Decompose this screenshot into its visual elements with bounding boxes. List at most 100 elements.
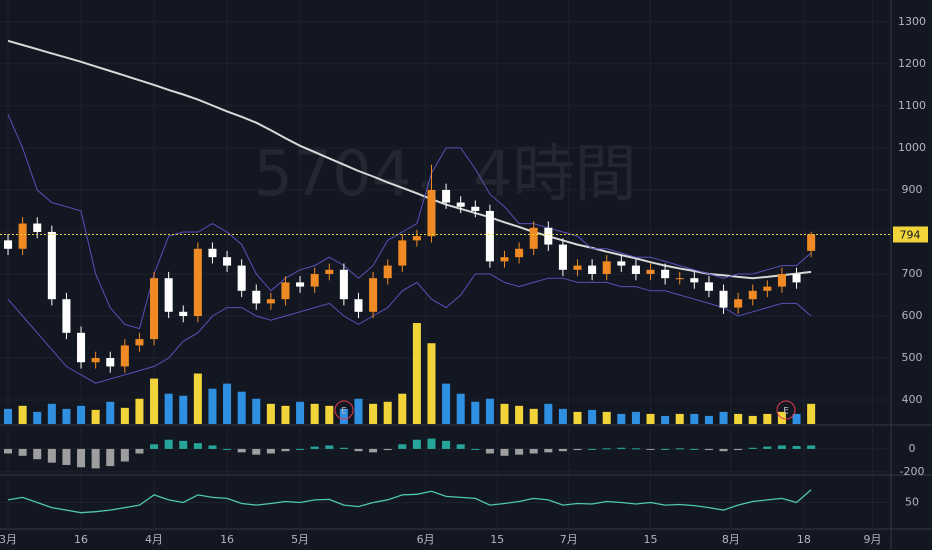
volume-bar xyxy=(62,408,71,424)
histogram-bar xyxy=(485,448,494,454)
candle-body xyxy=(281,282,290,300)
volume-bar xyxy=(734,413,743,424)
candle-body xyxy=(763,286,772,291)
histogram-bar xyxy=(266,448,275,454)
candle-body xyxy=(442,189,451,203)
volume-bar xyxy=(748,415,757,424)
y-tick-label: 50 xyxy=(905,496,919,509)
volume-bar xyxy=(135,398,144,424)
candle-body xyxy=(179,311,188,317)
histogram-bar xyxy=(719,448,728,452)
candle-body xyxy=(573,265,582,270)
histogram-bar xyxy=(310,446,319,449)
volume-bar xyxy=(763,413,772,424)
candle-body xyxy=(631,265,640,274)
candle-body xyxy=(412,236,421,241)
y-tick-label: 900 xyxy=(902,183,923,196)
histogram-bar xyxy=(369,448,378,453)
volume-bar xyxy=(558,408,567,424)
histogram-bar xyxy=(120,448,129,462)
histogram-bar xyxy=(588,448,597,450)
volume-bar xyxy=(77,405,86,424)
candle-body xyxy=(704,282,713,291)
candle-body xyxy=(485,210,494,262)
candle-body xyxy=(719,290,728,308)
histogram-bar xyxy=(544,448,553,453)
volume-bar xyxy=(661,415,670,424)
x-tick-label: 9月 xyxy=(863,533,881,546)
x-tick-label: 16 xyxy=(220,533,234,546)
volume-bar xyxy=(208,388,217,424)
candle-body xyxy=(777,273,786,287)
volume-bar xyxy=(106,401,115,424)
event-label: E xyxy=(341,407,347,417)
candle-body xyxy=(252,290,261,304)
histogram-bar xyxy=(339,447,348,449)
histogram-bar xyxy=(252,448,261,455)
histogram-bar xyxy=(646,448,655,450)
volume-bar xyxy=(617,413,626,424)
oscillator-line xyxy=(7,489,812,514)
y-tick-label: 500 xyxy=(902,351,923,364)
histogram-bar xyxy=(807,445,816,449)
candle-body xyxy=(398,240,407,266)
candle-body xyxy=(223,257,232,266)
volume-bar xyxy=(252,398,261,424)
histogram-bar xyxy=(179,440,188,449)
histogram-bar xyxy=(456,444,465,449)
candle-body xyxy=(310,273,319,287)
histogram-bar xyxy=(208,445,217,449)
candle-body xyxy=(748,290,757,300)
volume-bar xyxy=(281,405,290,424)
y-tick-label: -200 xyxy=(900,465,925,478)
histogram-bar xyxy=(33,448,42,460)
x-tick-label: 8月 xyxy=(722,533,740,546)
last-price-label: 794 xyxy=(900,228,921,241)
histogram-bar xyxy=(62,448,71,465)
y-tick-label: 1100 xyxy=(898,99,926,112)
histogram-bar xyxy=(573,448,582,451)
x-tick-label: 15 xyxy=(490,533,504,546)
volume-bar xyxy=(704,415,713,424)
candle-body xyxy=(456,202,465,207)
x-tick-label: 6月 xyxy=(417,533,435,546)
volume-bar xyxy=(427,343,436,424)
histogram-bar xyxy=(558,448,567,452)
candle-body xyxy=(675,278,684,280)
candle-body xyxy=(661,269,670,279)
histogram-bar xyxy=(91,448,100,469)
volume-bar xyxy=(646,413,655,424)
volume-bar xyxy=(456,393,465,424)
histogram-bar xyxy=(106,448,115,467)
candle-body xyxy=(807,234,816,251)
histogram-bar xyxy=(296,448,305,450)
event-marker xyxy=(334,400,354,420)
y-tick-label: 600 xyxy=(902,309,923,322)
histogram-bar xyxy=(777,445,786,449)
histogram-bar xyxy=(427,438,436,449)
histogram-bar xyxy=(4,448,13,454)
candle-body xyxy=(77,332,86,363)
histogram-bar xyxy=(77,448,86,468)
volume-bar xyxy=(792,413,801,424)
candle-body xyxy=(150,278,159,340)
candle-body xyxy=(602,261,611,274)
histogram-bar xyxy=(704,448,713,451)
candle-body xyxy=(47,231,56,300)
volume-bar xyxy=(442,383,451,424)
moving-average xyxy=(7,39,812,280)
band-line xyxy=(7,273,812,384)
volume-bar xyxy=(675,413,684,424)
candle-body xyxy=(500,257,509,262)
candle-body xyxy=(529,227,538,249)
y-tick-label: 700 xyxy=(902,267,923,280)
histogram-bar xyxy=(237,448,246,453)
histogram-bar xyxy=(617,447,626,449)
candle-body xyxy=(427,189,436,237)
volume-bar xyxy=(18,405,27,424)
candle-body xyxy=(471,206,480,211)
x-tick-label: 5月 xyxy=(291,533,309,546)
volume-bar xyxy=(573,411,582,424)
candle-body xyxy=(792,273,801,283)
histogram-bar xyxy=(398,444,407,449)
